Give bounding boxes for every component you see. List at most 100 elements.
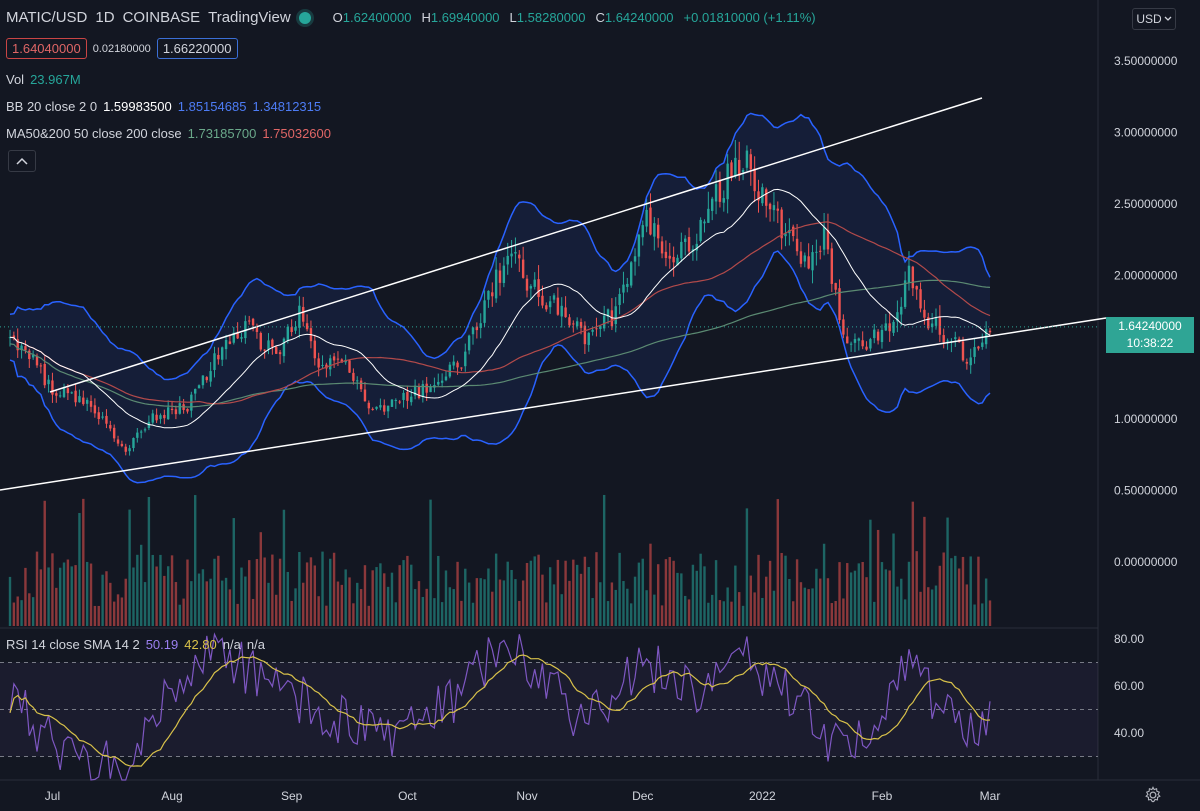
candle-body [683, 238, 687, 242]
volume-bar [714, 560, 718, 626]
candle-body [718, 180, 722, 202]
candle-body [205, 377, 208, 381]
volume-bar [286, 571, 289, 626]
candle-body [483, 300, 486, 323]
candle-body [595, 328, 598, 330]
candle-body [325, 364, 328, 369]
volume-bar [321, 551, 324, 626]
volume-bar [541, 574, 544, 626]
volume-bar [606, 601, 610, 626]
candle-body [954, 337, 957, 339]
open-key: O [332, 10, 343, 25]
rsi-value: 50.19 [145, 637, 179, 652]
candle-body [240, 337, 243, 339]
candle-body [390, 399, 394, 407]
volume-bar [803, 587, 807, 626]
currency-button[interactable]: USD [1132, 8, 1176, 30]
candle-body [491, 292, 494, 297]
sell-button[interactable]: 1.64040000 [6, 38, 87, 59]
candle-body [988, 330, 992, 333]
candle-body [726, 163, 729, 200]
candle-body [251, 318, 255, 326]
candle-body [305, 323, 309, 330]
candle-body [853, 339, 857, 343]
candle-body [761, 187, 764, 204]
candle-body [394, 400, 398, 402]
volume-bar [101, 574, 104, 626]
candle-body [629, 262, 633, 286]
candle-body [112, 427, 116, 439]
volume-bar [892, 533, 895, 626]
candle-body [919, 289, 922, 309]
bb-legend[interactable]: BB 20 close 2 0 1.59983500 1.85154685 1.… [6, 99, 321, 114]
volume-bar [857, 563, 861, 626]
candle-body [622, 284, 625, 293]
volume-bar [352, 603, 355, 626]
candle-body [738, 159, 741, 176]
candle-body [398, 401, 401, 403]
ma50-line [9, 221, 991, 405]
time-tick-label: 2022 [749, 789, 776, 803]
volume-bar [467, 582, 471, 626]
candle-body [815, 251, 818, 253]
ma-legend[interactable]: MA50&200 50 close 200 close 1.73185700 1… [6, 126, 331, 141]
rsi-tick-label: 80.00 [1114, 632, 1144, 646]
candle-body [166, 407, 170, 420]
candle-body [178, 403, 181, 414]
candle-body [448, 364, 452, 377]
volume-bar [309, 557, 313, 626]
volume-bar [182, 598, 185, 626]
candle-body [656, 224, 660, 239]
volume-bar [768, 560, 772, 626]
symbol-name[interactable]: MATIC/USD [6, 9, 88, 26]
volume-bar [552, 584, 556, 626]
candle-body [444, 376, 448, 381]
volume-bar [201, 569, 205, 626]
candle-body [31, 354, 35, 358]
volume-legend[interactable]: Vol 23.967M [6, 72, 81, 87]
buy-button[interactable]: 1.66220000 [156, 38, 238, 59]
volume-bar [753, 592, 756, 626]
candle-body [857, 338, 861, 341]
candle-body [371, 408, 374, 410]
rsi-legend[interactable]: RSI 14 close SMA 14 2 50.19 42.80 n/a n/… [6, 637, 265, 652]
volume-bar [587, 567, 590, 626]
candle-body [456, 362, 459, 368]
volume-bar [954, 555, 957, 626]
volume-bar [873, 601, 876, 626]
candle-body [977, 346, 980, 349]
candle-body [514, 251, 517, 254]
bb-band-fill [10, 113, 990, 483]
volume-bar [626, 588, 629, 626]
candle-body [703, 221, 706, 224]
candle-body [460, 367, 463, 369]
candle-body [151, 413, 154, 423]
interval-label[interactable]: 1D [95, 9, 115, 26]
volume-bar [193, 495, 197, 626]
volume-bar [533, 556, 536, 626]
volume-bar [880, 562, 884, 626]
candle-body [618, 294, 621, 305]
candle-body [722, 198, 725, 203]
volume-bar [74, 565, 77, 626]
volume-bar [984, 578, 988, 626]
volume-bar [367, 605, 371, 626]
collapse-legend-button[interactable] [8, 150, 36, 172]
volume-bar [224, 577, 228, 626]
settings-gear-icon[interactable] [1144, 786, 1162, 804]
volume-bar [313, 565, 317, 626]
order-buttons: 1.64040000 0.02180000 1.66220000 [6, 38, 238, 59]
volume-bar [82, 498, 85, 626]
volume-bar [163, 575, 166, 626]
candle-body [128, 448, 131, 452]
candle-body [43, 364, 46, 386]
candle-body [664, 251, 668, 258]
volume-bar [629, 603, 633, 626]
volume-bar [695, 570, 698, 626]
volume-bar [456, 561, 459, 626]
volume-bar [900, 578, 903, 626]
candle-body [263, 349, 266, 351]
candle-body [819, 250, 822, 252]
volume-bar [641, 558, 644, 626]
